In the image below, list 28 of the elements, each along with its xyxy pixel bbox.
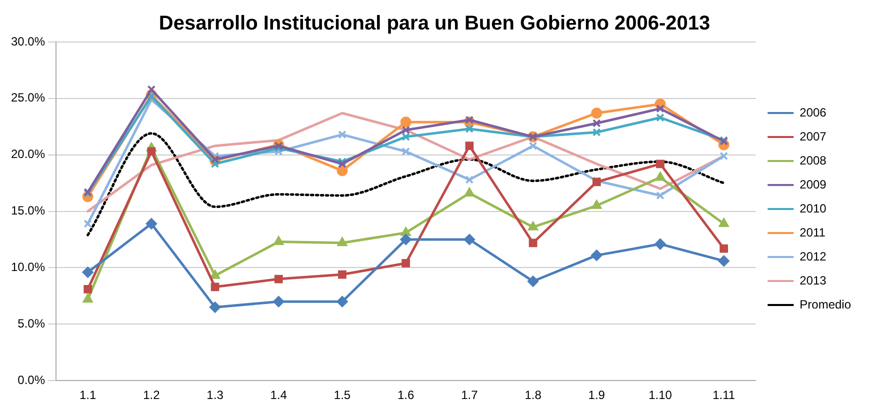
y-tick-label: 30.0% <box>10 34 46 48</box>
x-tick-label: 1.4 <box>270 388 288 402</box>
y-tick-label: 15.0% <box>10 204 46 218</box>
x-tick-label: 1.7 <box>461 388 478 402</box>
legend-label: 2013 <box>800 273 827 288</box>
x-tick-label: 1.9 <box>588 388 606 402</box>
y-tick-label: 5.0% <box>18 316 46 330</box>
legend-label: 2007 <box>800 129 827 144</box>
x-tick-label: 1.5 <box>334 388 351 402</box>
legend-label: 2006 <box>800 105 827 120</box>
x-tick-label: 1.1 <box>79 388 96 402</box>
x-tick-label: 1.8 <box>524 388 542 402</box>
legend-label: 2009 <box>800 177 827 192</box>
legend-label: Promedio <box>800 297 852 312</box>
y-tick-label: 25.0% <box>10 90 46 105</box>
y-tick-label: 0.0% <box>18 372 46 387</box>
y-tick-label: 20.0% <box>10 147 46 162</box>
legend-label: 2010 <box>800 201 827 216</box>
y-tick-label: 10.0% <box>10 260 46 274</box>
chart-title: Desarrollo Institucional para un Buen Gobierno 2006-2013 <box>158 12 710 35</box>
x-tick-label: 1.11 <box>712 388 736 402</box>
legend-label: 2012 <box>800 249 827 264</box>
x-tick-label: 1.10 <box>648 388 672 402</box>
legend-label: 2011 <box>800 225 826 240</box>
x-tick-label: 1.2 <box>143 388 160 402</box>
x-tick-label: 1.6 <box>397 388 414 402</box>
x-tick-label: 1.3 <box>206 388 224 402</box>
legend-label: 2008 <box>800 153 827 168</box>
